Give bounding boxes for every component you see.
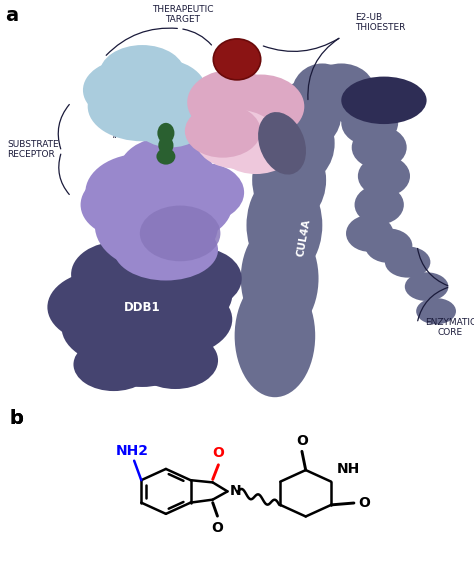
Ellipse shape [83, 59, 173, 121]
Text: E2: E2 [235, 118, 249, 128]
Text: RBX1: RBX1 [272, 136, 297, 150]
Ellipse shape [88, 71, 197, 141]
Ellipse shape [185, 104, 261, 157]
Ellipse shape [133, 332, 218, 389]
Text: E2-UB
THIOESTER: E2-UB THIOESTER [356, 13, 406, 32]
Ellipse shape [157, 123, 174, 143]
Ellipse shape [85, 153, 199, 232]
Ellipse shape [126, 74, 206, 130]
Ellipse shape [104, 209, 199, 266]
Ellipse shape [352, 126, 407, 168]
Text: THERAPEUTIC
TARGET: THERAPEUTIC TARGET [152, 5, 213, 24]
Ellipse shape [365, 229, 412, 263]
Ellipse shape [252, 135, 326, 225]
Ellipse shape [217, 121, 295, 174]
Ellipse shape [308, 63, 374, 117]
Ellipse shape [95, 180, 218, 270]
Text: IMiD: IMiD [113, 132, 133, 140]
Text: ENZYMATIC
CORE: ENZYMATIC CORE [425, 318, 474, 338]
Ellipse shape [81, 171, 175, 238]
Ellipse shape [217, 74, 304, 139]
Ellipse shape [47, 270, 161, 344]
Ellipse shape [100, 45, 185, 102]
Text: CRBN: CRBN [138, 194, 175, 207]
Text: DDB1: DDB1 [124, 301, 161, 314]
Ellipse shape [81, 254, 204, 327]
Text: NH: NH [337, 462, 360, 476]
Text: N: N [230, 484, 241, 498]
Ellipse shape [128, 260, 232, 330]
Ellipse shape [128, 168, 232, 242]
Circle shape [213, 39, 261, 80]
Ellipse shape [385, 246, 430, 278]
Ellipse shape [346, 215, 393, 252]
Ellipse shape [241, 221, 319, 336]
Ellipse shape [329, 78, 391, 127]
Ellipse shape [197, 88, 296, 157]
Ellipse shape [71, 242, 166, 307]
Ellipse shape [62, 287, 204, 369]
Ellipse shape [187, 70, 277, 135]
Ellipse shape [275, 80, 341, 149]
Text: SUB
STRATE: SUB STRATE [120, 77, 164, 99]
Text: CUL4A: CUL4A [295, 218, 311, 257]
Ellipse shape [235, 274, 315, 397]
Ellipse shape [73, 338, 154, 391]
Ellipse shape [258, 112, 306, 174]
Ellipse shape [107, 58, 206, 122]
Ellipse shape [405, 273, 448, 301]
Text: NEDD8: NEDD8 [366, 96, 401, 105]
Ellipse shape [95, 325, 190, 387]
Text: O: O [212, 446, 224, 460]
Ellipse shape [158, 136, 173, 154]
Ellipse shape [341, 77, 427, 124]
Text: O: O [359, 496, 371, 510]
Ellipse shape [156, 148, 175, 164]
Text: O: O [211, 521, 223, 535]
Text: SUBSTRATE
RECEPTOR: SUBSTRATE RECEPTOR [7, 140, 59, 159]
Text: b: b [9, 409, 23, 428]
Ellipse shape [100, 280, 232, 358]
Ellipse shape [118, 137, 213, 207]
Ellipse shape [355, 185, 404, 225]
Ellipse shape [263, 102, 335, 184]
Text: a: a [5, 6, 18, 25]
Ellipse shape [156, 247, 242, 309]
Ellipse shape [292, 63, 353, 125]
Ellipse shape [246, 172, 322, 278]
Ellipse shape [341, 101, 398, 145]
Ellipse shape [358, 156, 410, 197]
Ellipse shape [114, 219, 218, 280]
Text: b: b [9, 409, 23, 428]
Text: O: O [296, 434, 308, 448]
Ellipse shape [164, 163, 244, 222]
Ellipse shape [416, 298, 456, 324]
Ellipse shape [195, 110, 279, 168]
Text: NH2: NH2 [115, 443, 148, 457]
Ellipse shape [140, 205, 220, 261]
Ellipse shape [118, 233, 213, 299]
Text: UB: UB [229, 54, 245, 64]
Ellipse shape [135, 98, 206, 147]
